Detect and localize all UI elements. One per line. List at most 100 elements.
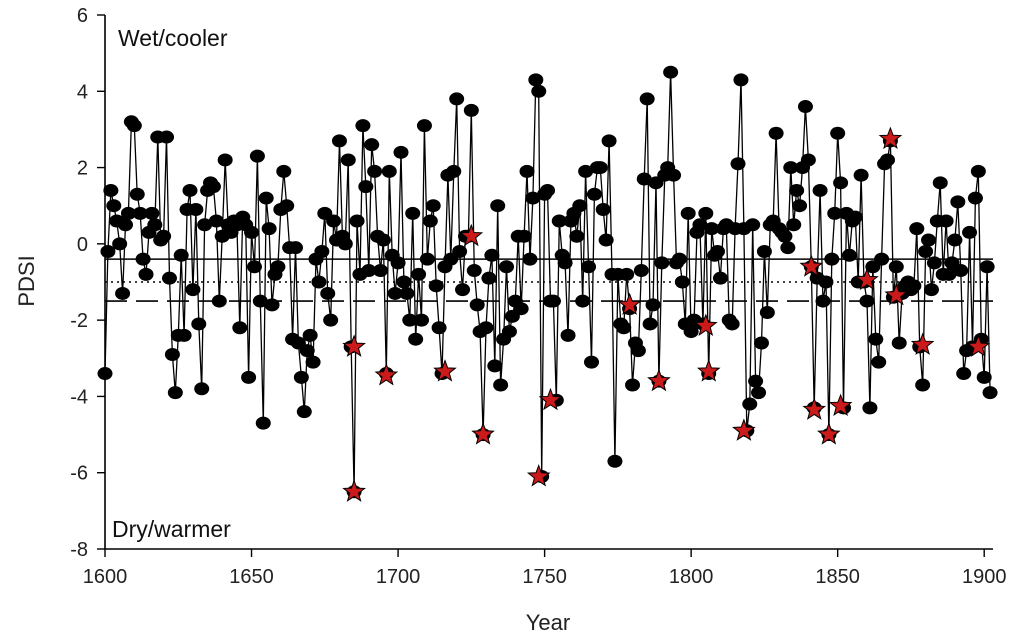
data-point [891,336,907,350]
data-point [287,241,303,255]
data-point [583,355,599,369]
data-point [768,126,784,140]
data-point [581,260,597,274]
y-tick-label: -6 [70,463,88,485]
data-point [159,130,175,144]
data-point [326,214,342,228]
data-point [129,187,145,201]
x-axis-title: Year [526,610,570,635]
data-point [428,279,444,293]
data-point [246,260,262,274]
data-point [320,286,336,300]
data-point [962,225,978,239]
data-point [560,328,576,342]
data-point [818,275,834,289]
data-point [950,195,966,209]
star-marker [526,464,551,487]
data-point [692,218,708,232]
data-point [654,256,670,270]
data-point [455,283,471,297]
data-point [923,283,939,297]
data-point [478,321,494,335]
data-point [147,218,163,232]
data-point [469,298,485,312]
data-point [393,145,409,159]
star-marker [966,334,991,357]
data-point [753,336,769,350]
star-marker [433,359,457,382]
data-point [405,206,421,220]
data-point [132,206,148,220]
data-point [249,149,265,163]
data-point [490,199,506,213]
data-point [833,176,849,190]
data-point [545,294,561,308]
data-point [859,294,875,308]
star-marker [647,368,671,392]
data-point [390,256,406,270]
data-point [786,218,802,232]
data-point [446,164,462,178]
data-point [138,267,154,281]
star-marker [802,397,827,420]
data-point [888,260,904,274]
data-point [188,203,204,217]
data-point [449,92,465,106]
data-point [704,222,720,236]
data-point [976,370,992,384]
data-point [270,260,286,274]
data-point [115,286,131,300]
data-point [484,248,500,262]
data-point [674,275,690,289]
data-point [841,248,857,262]
star-marker [855,267,879,291]
data-point [979,260,995,274]
data-point [586,187,602,201]
highlight-stars [342,126,991,502]
data-point [185,283,201,297]
data-point [261,222,277,236]
data-point [601,134,617,148]
star-marker [374,362,399,386]
star-marker [617,292,642,315]
data-point [276,164,292,178]
data-point [525,191,541,205]
data-point [982,386,998,400]
data-point [252,294,268,308]
data-point [777,229,793,243]
data-point [921,233,937,247]
y-tick-label: -4 [70,386,88,408]
data-point [742,397,758,411]
data-point [144,206,160,220]
data-point [337,237,353,251]
data-point [372,264,388,278]
data-point [331,134,347,148]
x-tick-label: 1650 [229,566,274,588]
data-point [824,252,840,266]
axes [104,15,993,550]
data-point [557,256,573,270]
data-point [361,264,377,278]
data-point [528,73,544,87]
data-point [710,244,726,258]
data-point [367,164,383,178]
data-point [967,191,983,205]
data-point [396,275,412,289]
data-point [167,386,183,400]
data-point [493,378,509,392]
data-point [759,306,775,320]
y-tick-label: -8 [70,539,88,561]
data-point [197,218,213,232]
data-point [411,267,427,281]
data-point [666,168,682,182]
data-point [926,256,942,270]
data-point [173,248,189,262]
data-point [645,298,661,312]
data-point [358,180,374,194]
data-point [868,332,884,346]
star-marker [799,254,824,277]
data-point [414,313,430,327]
data-point [194,382,210,396]
data-point [349,214,365,228]
data-point [463,103,479,117]
